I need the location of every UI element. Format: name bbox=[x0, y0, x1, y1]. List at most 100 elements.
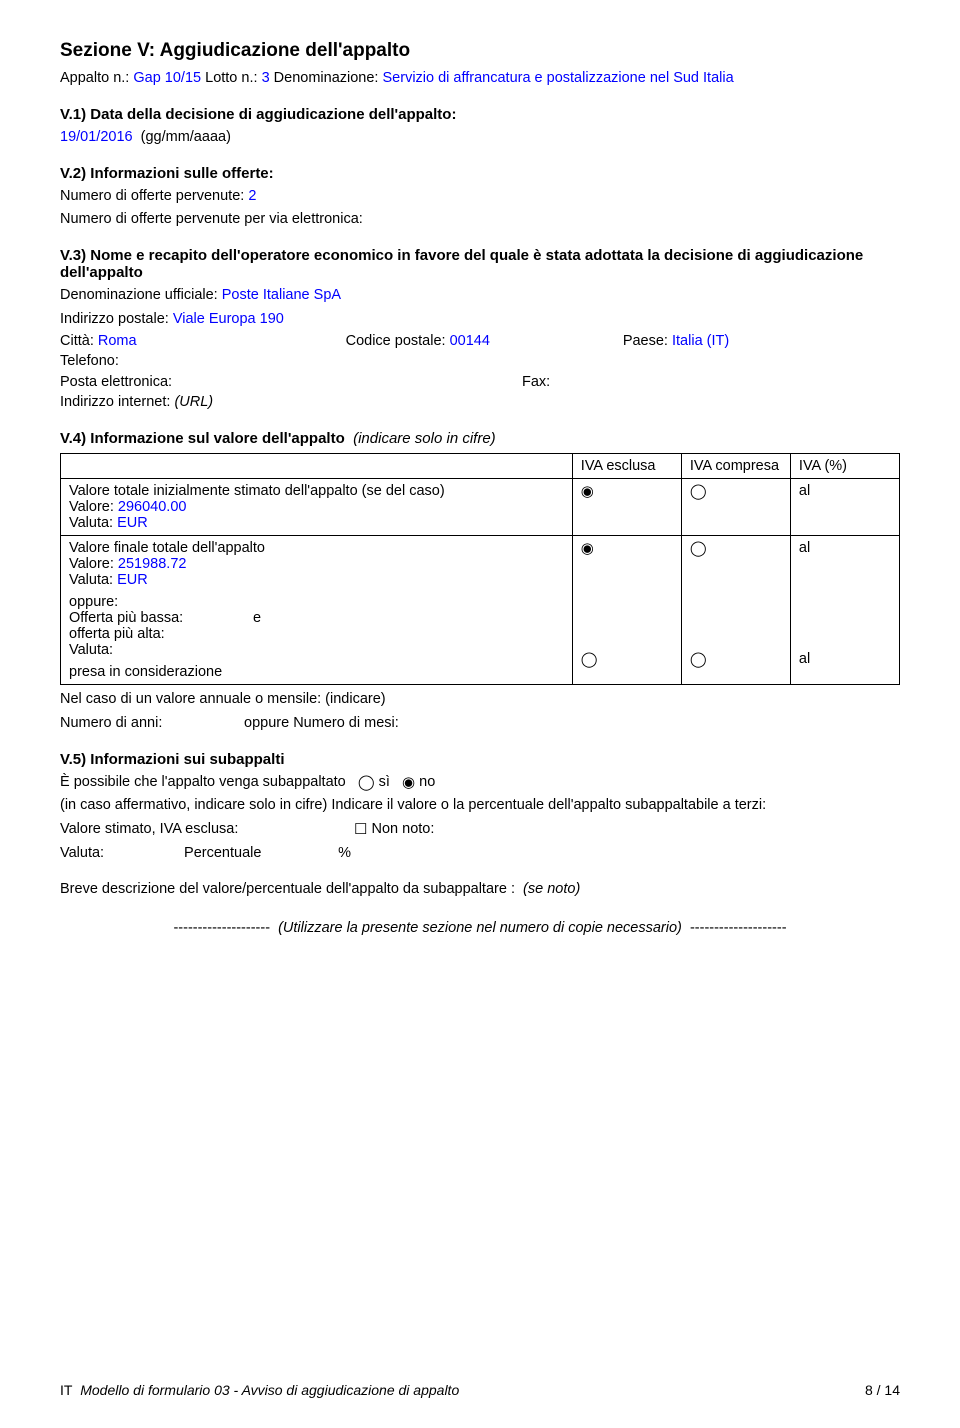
v5-subcontract-line: È possibile che l'appalto venga subappal… bbox=[60, 772, 900, 794]
v5-unknown-label: Non noto: bbox=[372, 821, 435, 837]
v3-fax-label: Fax: bbox=[522, 374, 900, 390]
v5-subcontract-label: È possibile che l'appalto venga subappal… bbox=[60, 774, 346, 790]
row1-value-label: Valore: bbox=[69, 499, 114, 515]
footer-lang: IT bbox=[60, 1382, 72, 1398]
row1-value: 296040.00 bbox=[118, 499, 187, 515]
row1-pct-cell: al bbox=[790, 479, 899, 536]
header-iva-esclusa: IVA esclusa bbox=[572, 454, 681, 479]
header-iva-pct: IVA (%) bbox=[790, 454, 899, 479]
lot-no-label: Lotto n.: bbox=[205, 70, 257, 86]
v5-no-label: no bbox=[419, 774, 435, 790]
v3-city-value: Roma bbox=[98, 333, 137, 349]
row3-oppure: oppure: bbox=[69, 594, 564, 610]
table-row: Valore totale inizialmente stimato dell'… bbox=[61, 479, 900, 536]
row3-al: al bbox=[799, 651, 891, 667]
v5-estimate-line: Valore stimato, IVA esclusa: ☐ Non noto: bbox=[60, 819, 900, 841]
v4-vat-table: IVA esclusa IVA compresa IVA (%) Valore … bbox=[60, 453, 900, 685]
row2-pct-cell: al al bbox=[790, 536, 899, 685]
v1-heading: V.1) Data della decisione di aggiudicazi… bbox=[60, 106, 900, 123]
denomination-value: Servizio di affrancatura e postalizzazio… bbox=[383, 70, 734, 86]
contract-no-label: Appalto n.: bbox=[60, 70, 129, 86]
v4-after1: Nel caso di un valore annuale o mensile:… bbox=[60, 689, 900, 711]
row2-value: 251988.72 bbox=[118, 556, 187, 572]
v4-heading-note: (indicare solo in cifre) bbox=[353, 430, 496, 447]
v5-estimate-label: Valore stimato, IVA esclusa: bbox=[60, 819, 350, 841]
row3-low-label: Offerta più bassa: bbox=[69, 610, 249, 626]
row1-desc-cell: Valore totale inizialmente stimato dell'… bbox=[61, 479, 573, 536]
v1-date-line: 19/01/2016 (gg/mm/aaaa) bbox=[60, 127, 900, 149]
header-iva-compresa: IVA compresa bbox=[681, 454, 790, 479]
page-footer: IT Modello di formulario 03 - Avviso di … bbox=[60, 1382, 900, 1398]
v2-offers-value: 2 bbox=[248, 188, 256, 204]
v1-date-format: (gg/mm/aaaa) bbox=[141, 129, 231, 145]
v3-address-label: Indirizzo postale: bbox=[60, 311, 169, 327]
v2-heading: V.2) Informazioni sulle offerte: bbox=[60, 165, 900, 182]
v5-pct-label: Percentuale bbox=[184, 843, 334, 865]
v3-city-label: Città: bbox=[60, 333, 94, 349]
v4-heading: V.4) Informazione sul valore dell'appalt… bbox=[60, 430, 900, 447]
footer-title: Modello di formulario 03 - Avviso di agg… bbox=[80, 1382, 459, 1398]
v3-postal-value: 00144 bbox=[450, 333, 490, 349]
row2-currency: EUR bbox=[117, 572, 148, 588]
v1-date-value: 19/01/2016 bbox=[60, 129, 133, 145]
v3-url-placeholder: (URL) bbox=[174, 394, 213, 410]
row1-desc: Valore totale inizialmente stimato dell'… bbox=[69, 483, 564, 499]
v3-phone-line: Telefono: bbox=[60, 351, 900, 373]
v3-denomination-value: Poste Italiane SpA bbox=[222, 287, 341, 303]
v3-denomination-label: Denominazione ufficiale: bbox=[60, 287, 218, 303]
v3-heading: V.3) Nome e recapito dell'operatore econ… bbox=[60, 247, 900, 281]
contract-identifier-line: Appalto n.: Gap 10/15 Lotto n.: 3 Denomi… bbox=[60, 68, 900, 90]
radio-selected-icon: ◉ bbox=[402, 775, 415, 790]
section-title: Sezione V: Aggiudicazione dell'appalto bbox=[60, 40, 900, 62]
row1-esclusa-cell: ◉ bbox=[572, 479, 681, 536]
row2-esclusa-cell: ◉ ◯ bbox=[572, 536, 681, 685]
v3-email-label: Posta elettronica: bbox=[60, 374, 522, 390]
v2-electronic-offers-line: Numero di offerte pervenute per via elet… bbox=[60, 209, 900, 231]
v5-currency-pct-line: Valuta: Percentuale % bbox=[60, 843, 900, 865]
row3-high-label: offerta più alta: bbox=[69, 626, 564, 642]
v3-url-label: Indirizzo internet: bbox=[60, 394, 170, 410]
v4-heading-text: V.4) Informazione sul valore dell'appalt… bbox=[60, 430, 345, 447]
v5-heading: V.5) Informazioni sui subappalti bbox=[60, 751, 900, 768]
v3-address-line: Indirizzo postale: Viale Europa 190 bbox=[60, 309, 900, 331]
row2-currency-label: Valuta: bbox=[69, 572, 113, 588]
v4-after2: Numero di anni: oppure Numero di mesi: bbox=[60, 713, 900, 735]
radio-unselected-icon: ◯ bbox=[690, 484, 707, 499]
v3-postal-label: Codice postale: bbox=[346, 333, 446, 349]
dashes-left: -------------------- bbox=[173, 920, 270, 936]
v3-email-fax-row: Posta elettronica: Fax: bbox=[60, 374, 900, 390]
radio-unselected-icon: ◯ bbox=[358, 775, 375, 790]
row1-compresa-cell: ◯ bbox=[681, 479, 790, 536]
contract-no-value: Gap 10/15 bbox=[133, 70, 201, 86]
row3-presa: presa in considerazione bbox=[69, 664, 564, 680]
row2-desc-cell: Valore finale totale dell'appalto Valore… bbox=[61, 536, 573, 685]
v4-months-label: oppure Numero di mesi: bbox=[244, 715, 399, 731]
row2-compresa-cell: ◯ ◯ bbox=[681, 536, 790, 685]
row1-currency-label: Valuta: bbox=[69, 515, 113, 531]
v5-note-line: (in caso affermativo, indicare solo in c… bbox=[60, 795, 900, 817]
v3-denomination-line: Denominazione ufficiale: Poste Italiane … bbox=[60, 285, 900, 307]
v3-country-label: Paese: bbox=[623, 333, 668, 349]
table-row: Valore finale totale dell'appalto Valore… bbox=[61, 536, 900, 685]
row2-desc: Valore finale totale dell'appalto bbox=[69, 540, 564, 556]
radio-selected-icon: ◉ bbox=[581, 484, 594, 499]
v5-brief-desc-line: Breve descrizione del valore/percentuale… bbox=[60, 879, 900, 901]
v5-brief-desc-label: Breve descrizione del valore/percentuale… bbox=[60, 881, 515, 897]
dashes-right: -------------------- bbox=[690, 920, 787, 936]
v4-years-label: Numero di anni: bbox=[60, 713, 240, 735]
v5-currency-label: Valuta: bbox=[60, 843, 180, 865]
v5-si-label: sì bbox=[379, 774, 390, 790]
checkbox-unselected-icon: ☐ bbox=[354, 822, 367, 837]
v3-city-postal-country-row: Città: Roma Codice postale: 00144 Paese:… bbox=[60, 333, 900, 349]
v2-offers-label: Numero di offerte pervenute: bbox=[60, 188, 244, 204]
row1-currency: EUR bbox=[117, 515, 148, 531]
v2-offers-count-line: Numero di offerte pervenute: 2 bbox=[60, 186, 900, 208]
v3-url-line: Indirizzo internet: (URL) bbox=[60, 392, 900, 414]
radio-unselected-icon: ◯ bbox=[690, 652, 707, 667]
row3-currency-label: Valuta: bbox=[69, 642, 564, 658]
v5-brief-desc-note: (se noto) bbox=[523, 881, 580, 897]
denomination-label: Denominazione: bbox=[274, 70, 379, 86]
radio-selected-icon: ◉ bbox=[581, 541, 594, 556]
v5-pct-symbol: % bbox=[338, 845, 351, 861]
table-header-row: IVA esclusa IVA compresa IVA (%) bbox=[61, 454, 900, 479]
